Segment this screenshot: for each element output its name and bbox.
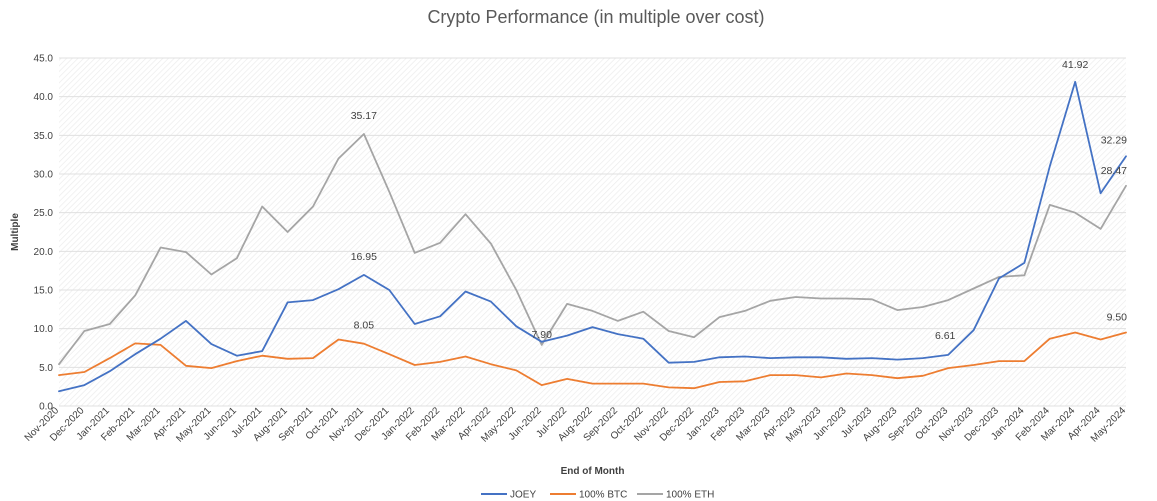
gridlines (59, 57, 1126, 407)
chart-title: Crypto Performance (in multiple over cos… (427, 7, 764, 27)
y-tick-label: 40.0 (34, 92, 54, 103)
legend-label: JOEY (510, 490, 536, 501)
y-tick-label: 45.0 (34, 54, 54, 65)
series-line-joey (58, 80, 1127, 393)
plot-area (59, 58, 1126, 406)
data-label: 7.90 (531, 329, 552, 341)
y-tick-label: 35.0 (34, 131, 54, 142)
y-tick-label: 25.0 (34, 208, 54, 219)
data-label: 8.05 (354, 320, 375, 332)
series-line-100-btc (58, 331, 1127, 390)
y-tick-label: 0.0 (39, 402, 53, 413)
data-label: 28.47 (1101, 165, 1127, 177)
legend-label: 100% BTC (579, 490, 627, 501)
y-tick-label: 20.0 (34, 247, 54, 258)
series-lines (58, 80, 1127, 393)
legend: JOEY 100% BTC 100% ETH (481, 490, 714, 501)
data-label: 32.29 (1101, 134, 1127, 146)
series-line-100-eth (58, 133, 1127, 366)
y-axis-title: Multiple (10, 213, 21, 251)
y-tick-label: 15.0 (34, 286, 54, 297)
data-label: 35.17 (351, 110, 377, 122)
y-axis-ticks: 0.0 5.0 10.0 15.0 20.0 25.0 30.0 35.0 40.0 45.0 (34, 54, 54, 413)
y-tick-label: 10.0 (34, 324, 54, 335)
data-labels: 16.95 6.61 41.92 32.29 8.05 9.50 35.17 7.90 28.4… (351, 59, 1127, 342)
x-axis-title: End of Month (561, 466, 625, 477)
data-label: 6.61 (935, 330, 956, 342)
y-tick-label: 5.0 (39, 363, 53, 374)
data-label: 41.92 (1062, 59, 1088, 71)
data-label: 16.95 (351, 251, 377, 263)
legend-label: 100% ETH (666, 490, 714, 501)
y-tick-label: 30.0 (34, 170, 54, 181)
data-label: 9.50 (1107, 312, 1128, 324)
